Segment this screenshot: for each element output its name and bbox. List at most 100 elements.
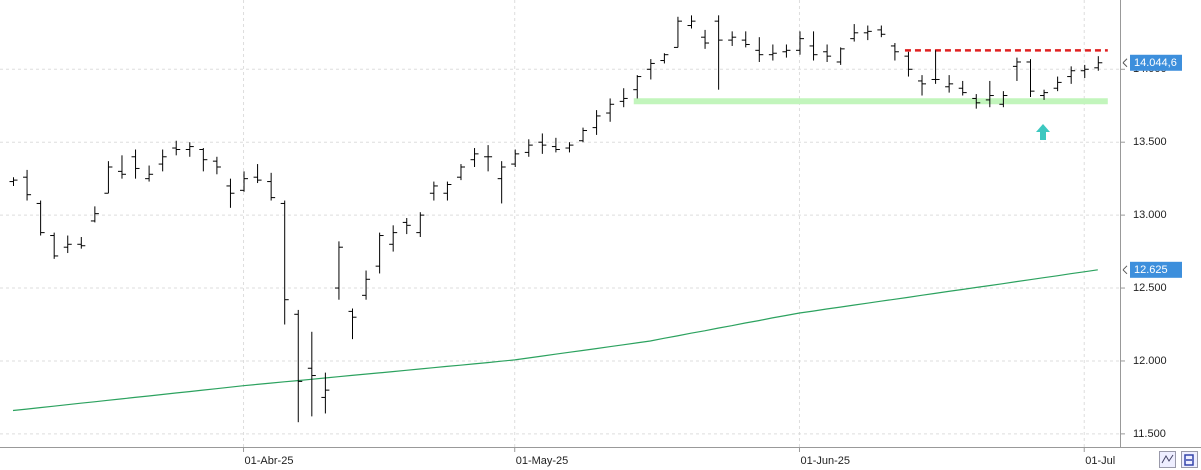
ohlc-bar (1026, 59, 1035, 97)
ohlc-bar (117, 155, 126, 179)
ohlc-bar (877, 25, 886, 38)
ohlc-bar (999, 91, 1008, 108)
ohlc-bar (823, 44, 832, 62)
ohlc-bar (701, 29, 710, 49)
ohlc-bar (470, 148, 479, 167)
ohlc-bar (619, 88, 628, 108)
ohlc-bar (768, 44, 777, 61)
ohlc-bar (497, 161, 506, 204)
ohlc-bar (429, 181, 438, 201)
ohlc-bar (931, 50, 940, 84)
ohlc-bar (389, 225, 398, 252)
toolbar-buttons[interactable] (1159, 451, 1198, 468)
price-marker-pointer (1122, 58, 1128, 68)
y-tick-label: 12.500 (1133, 282, 1167, 294)
ohlc-bar (673, 16, 682, 48)
ohlc-bar (918, 75, 927, 96)
ohlc-bar (145, 165, 154, 182)
ohlc-bar (538, 133, 547, 154)
ohlc-bar (633, 75, 642, 99)
buy-arrow (1036, 124, 1050, 140)
ohlc-bar (362, 270, 371, 300)
ohlc-bar (863, 25, 872, 41)
ohlc-bar (850, 24, 859, 42)
ohlc-bar (1067, 66, 1076, 84)
ohlc-bar (131, 149, 140, 179)
ohlc-bar (104, 161, 113, 194)
x-tick-label: 01-Jun-25 (800, 455, 850, 467)
ohlc-bar (240, 171, 249, 192)
x-tick-label: 01-Abr-25 (245, 455, 294, 467)
ohlc-bar (579, 127, 588, 143)
y-tick-label: 13.500 (1133, 136, 1167, 148)
moving-average-line (12, 269, 1098, 412)
ohlc-bar (687, 15, 696, 29)
price-marker-label: 14.044,6 (1134, 57, 1177, 69)
ohlc-bar (267, 172, 276, 201)
ohlc-bar (795, 31, 804, 55)
ohlc-bar (212, 156, 221, 175)
ohlc-bar (226, 178, 235, 208)
ohlc-bar (660, 53, 669, 64)
x-tick-label: 01-May-25 (516, 455, 569, 467)
ohlc-bar (158, 149, 167, 172)
ohlc-bar (253, 164, 262, 184)
ohlc-bar (375, 232, 384, 274)
ohlc-bar (36, 200, 45, 236)
ohlc-bar (172, 140, 181, 156)
ohlc-bar (23, 169, 32, 201)
ohlc-bar (958, 80, 967, 96)
price-marker-pointer (1122, 265, 1128, 275)
ohlc-bar (280, 200, 289, 325)
ohlc-bar (443, 181, 452, 201)
ohlc-bar (1080, 64, 1089, 79)
ohlc-bar (199, 148, 208, 172)
ohlc-bar (565, 142, 574, 153)
price-marker-box (1130, 261, 1182, 278)
ohlc-bar (90, 206, 99, 223)
ohlc-bar (185, 142, 194, 157)
ohlc-bar (945, 75, 954, 93)
y-tick-label: 12.000 (1133, 355, 1167, 367)
ohlc-bar (1040, 89, 1049, 100)
ohlc-bar (592, 110, 601, 135)
ohlc-bar (551, 137, 560, 153)
ohlc-bar (321, 372, 330, 414)
ohlc-bar (524, 139, 533, 157)
ohlc-bar (646, 59, 655, 80)
ohlc-bar (782, 44, 791, 58)
x-tick-label: 01-Jul (1085, 455, 1115, 467)
ohlc-bar (741, 31, 750, 48)
ohlc-bar (50, 232, 59, 259)
ohlc-bar (728, 31, 737, 46)
ohlc-bar (972, 94, 981, 109)
ohlc-bar (402, 218, 411, 235)
ohlc-bar (348, 308, 357, 340)
ohlc-bar (511, 149, 520, 167)
ohlc-bar (294, 309, 303, 423)
ohlc-bar (606, 98, 615, 122)
price-marker-label: 12.625 (1134, 264, 1168, 276)
ohlc-bar (714, 15, 723, 90)
ohlc-bar (1012, 57, 1021, 81)
price-marker: 14.044,6 (1122, 54, 1182, 71)
ohlc-bar (1053, 76, 1062, 92)
y-tick-label: 13.000 (1133, 209, 1167, 221)
ohlc-bar (1094, 56, 1103, 71)
ohlc-bar (456, 164, 465, 181)
price-marker-box (1130, 54, 1182, 71)
ohlc-bar (809, 31, 818, 61)
ohlc-bar (985, 80, 994, 108)
ohlc-bar (484, 145, 493, 172)
ohlc-bar (416, 212, 425, 237)
ohlc-bar (77, 236, 86, 249)
price-marker: 12.625 (1122, 261, 1182, 278)
ohlc-bar (307, 331, 316, 417)
ohlc-bar (890, 43, 899, 61)
ohlc-bar (836, 47, 845, 65)
y-tick-label: 11.500 (1133, 428, 1166, 440)
ohlc-bar (9, 177, 18, 186)
ohlc-bar (904, 51, 913, 77)
